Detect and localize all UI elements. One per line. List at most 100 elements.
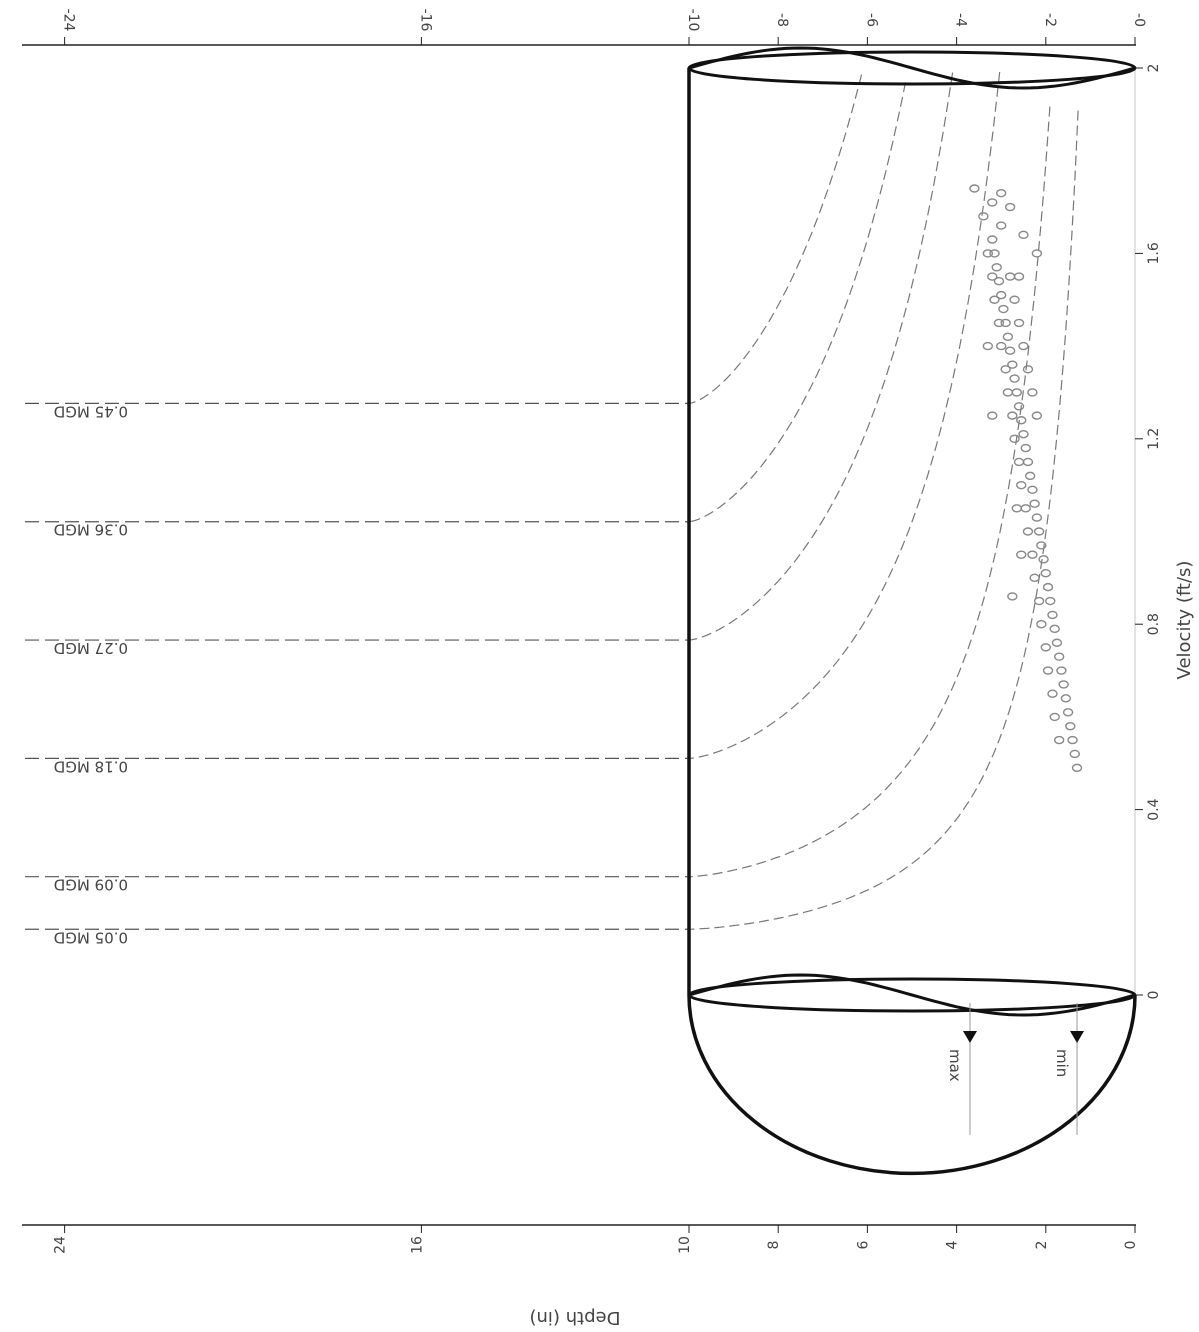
y-tick-label-top: -8 — [774, 13, 790, 27]
data-point — [1007, 592, 1018, 601]
data-point — [1013, 272, 1025, 281]
data-point — [1062, 708, 1074, 717]
depth-marker-triangle — [962, 1031, 977, 1043]
data-point — [1020, 504, 1031, 513]
data-point — [1016, 416, 1027, 425]
iso-flow-curve — [688, 72, 954, 641]
y-tick-label-bottom: 10 — [677, 1236, 693, 1254]
data-point — [982, 341, 994, 351]
data-point — [1022, 527, 1034, 536]
data-point — [1049, 712, 1060, 722]
data-point — [1018, 429, 1029, 439]
data-point — [1049, 624, 1060, 634]
iso-flow-curve — [688, 106, 1051, 878]
iso-flow-label: 0.05 MGD — [54, 928, 128, 946]
iso-flow-label: 0.27 MGD — [54, 639, 128, 657]
y-tick-label-top: -16 — [417, 9, 433, 32]
data-point — [1000, 365, 1011, 374]
pipe-end-wave — [688, 973, 1136, 1017]
y-tick-label-top: -0 — [1131, 13, 1147, 27]
data-point — [987, 272, 998, 281]
data-point — [1000, 318, 1011, 328]
data-point — [996, 341, 1007, 351]
data-point — [1018, 230, 1029, 240]
data-point — [1029, 499, 1040, 508]
x-axis-label: Velocity (ft/s) — [1174, 561, 1195, 680]
data-point — [991, 263, 1002, 272]
data-point — [996, 290, 1007, 300]
depth-marker-label: min — [1053, 1049, 1071, 1077]
data-point — [1058, 680, 1069, 689]
data-points-layer — [969, 184, 1083, 773]
pipe-cross-section-arc — [687, 994, 1137, 1176]
data-point — [987, 235, 998, 244]
data-point — [1042, 582, 1054, 592]
data-point — [1004, 346, 1016, 355]
y-axis-label: Depth (in) — [529, 1307, 620, 1328]
data-point — [1038, 555, 1049, 564]
x-tick-label: 0.4 — [1146, 798, 1162, 820]
data-point — [993, 318, 1005, 328]
iso-flow-curve — [688, 74, 863, 404]
x-tick-label: 1.6 — [1146, 242, 1162, 264]
y-tick-label-bottom: 8 — [766, 1241, 782, 1250]
data-point — [1011, 504, 1023, 513]
data-point — [998, 304, 1009, 314]
data-point — [1071, 763, 1083, 773]
data-point — [978, 212, 989, 221]
data-point — [993, 277, 1005, 286]
data-point — [1031, 513, 1043, 522]
data-point — [1027, 550, 1038, 559]
data-point — [1022, 365, 1034, 374]
data-point — [1053, 735, 1065, 745]
pipe-end-wave — [688, 46, 1136, 90]
data-point — [1004, 272, 1016, 281]
data-point — [1033, 596, 1045, 606]
iso-flow-layer: 0.05 MGD 0.09 MGD 0.18 MGD 0.27 MGD 0.36 MGD… — [25, 71, 1079, 946]
y-tick-label-bottom: 6 — [855, 1240, 871, 1249]
y-tick-label-bottom: 0 — [1123, 1241, 1139, 1250]
data-point — [1045, 596, 1056, 606]
data-point — [1036, 541, 1047, 550]
data-point — [1065, 721, 1076, 731]
data-point — [1027, 485, 1038, 494]
y-tick-label-top: -24 — [61, 9, 77, 32]
data-point — [1009, 434, 1020, 443]
data-point — [996, 221, 1007, 230]
y-tick-label-bottom: 16 — [409, 1236, 425, 1254]
data-point — [1016, 550, 1027, 559]
data-point — [1067, 735, 1078, 745]
data-point — [989, 295, 1000, 304]
data-point — [1007, 411, 1018, 420]
y-tick-label-top: -4 — [953, 13, 969, 27]
data-point — [1011, 388, 1023, 397]
data-point — [1013, 402, 1025, 411]
data-point — [987, 411, 998, 420]
data-point — [1027, 388, 1038, 397]
y-tick-label-bottom: 2 — [1034, 1241, 1050, 1250]
data-point — [1042, 666, 1054, 675]
data-point — [1009, 295, 1020, 304]
data-point — [1007, 360, 1018, 369]
iso-flow-label: 0.36 MGD — [54, 521, 128, 539]
data-point — [969, 184, 980, 193]
pipe-layer — [687, 46, 1137, 1176]
data-point — [1018, 341, 1029, 351]
data-point — [1033, 527, 1045, 536]
data-point — [1069, 749, 1080, 759]
x-tick-label: 0.8 — [1146, 613, 1162, 635]
data-point — [1016, 480, 1027, 490]
y-tick-label-bottom: 24 — [53, 1236, 69, 1254]
data-point — [1051, 638, 1063, 647]
data-point — [1031, 411, 1043, 420]
y-tick-label-top: -2 — [1042, 13, 1058, 27]
data-point — [1004, 202, 1016, 212]
tick-layer: 00.40.81.21.620-02-24-46-68-810-1016-162… — [53, 9, 1162, 1254]
data-point — [1060, 694, 1072, 703]
data-point — [1013, 457, 1025, 467]
data-point — [1040, 643, 1052, 652]
data-point — [1029, 573, 1040, 583]
y-tick-label-top: -6 — [863, 13, 879, 27]
data-point — [1031, 249, 1043, 258]
